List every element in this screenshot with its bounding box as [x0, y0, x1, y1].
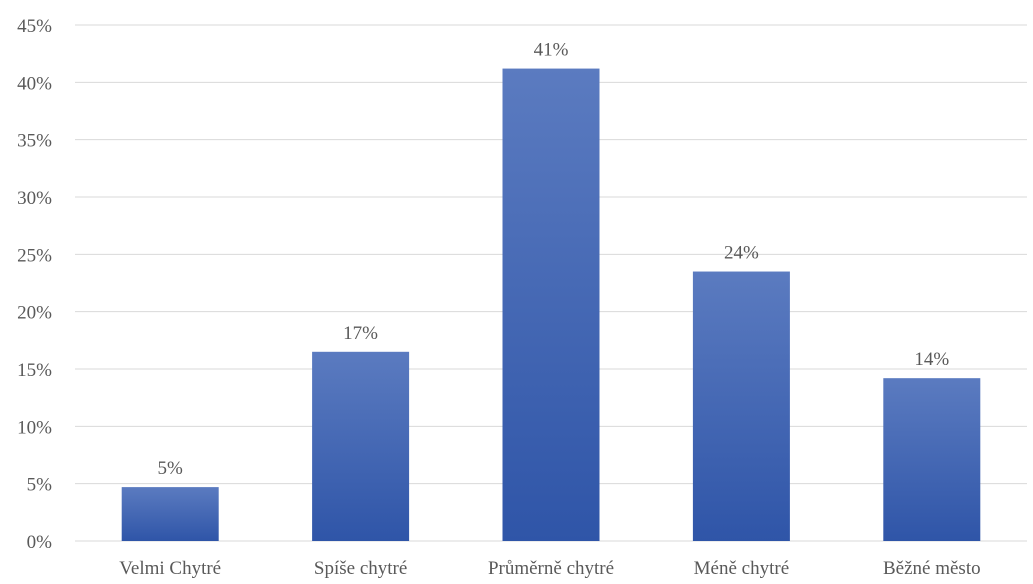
bar — [883, 378, 981, 541]
x-category-label: Méně chytré — [694, 558, 789, 579]
x-category-label: Běžné město — [883, 558, 981, 579]
bar-value-label: 17% — [343, 323, 378, 344]
bar — [502, 68, 600, 541]
y-tick-label: 35% — [17, 131, 52, 152]
y-tick-label: 10% — [17, 417, 52, 438]
y-tick-label: 15% — [17, 360, 52, 381]
y-tick-label: 45% — [17, 16, 52, 37]
x-axis-category-labels: Velmi Chytré Spíše chytré Průměrně chytré M… — [119, 558, 980, 579]
y-tick-label: 30% — [17, 188, 52, 209]
x-category-label: Průměrně chytré — [488, 558, 614, 579]
bar — [121, 487, 219, 541]
y-tick-label: 0% — [27, 532, 53, 553]
y-tick-label: 20% — [17, 303, 52, 324]
bar-value-label: 24% — [724, 243, 759, 264]
y-axis-tick-labels: 0% 5% 10% 15% 20% 25% 30% 35% 40% 45% — [17, 16, 52, 553]
y-tick-label: 25% — [17, 245, 52, 266]
bars — [121, 68, 981, 541]
bar-value-label: 14% — [914, 349, 949, 370]
bar — [312, 351, 410, 541]
bar — [692, 271, 790, 541]
y-tick-label: 40% — [17, 73, 52, 94]
bar-value-label: 41% — [534, 40, 569, 61]
y-tick-label: 5% — [27, 475, 53, 496]
x-category-label: Velmi Chytré — [119, 558, 221, 579]
x-category-label: Spíše chytré — [314, 558, 407, 579]
bar-value-label: 5% — [158, 458, 184, 479]
data-labels: 5% 17% 41% 24% 14% — [158, 40, 950, 480]
